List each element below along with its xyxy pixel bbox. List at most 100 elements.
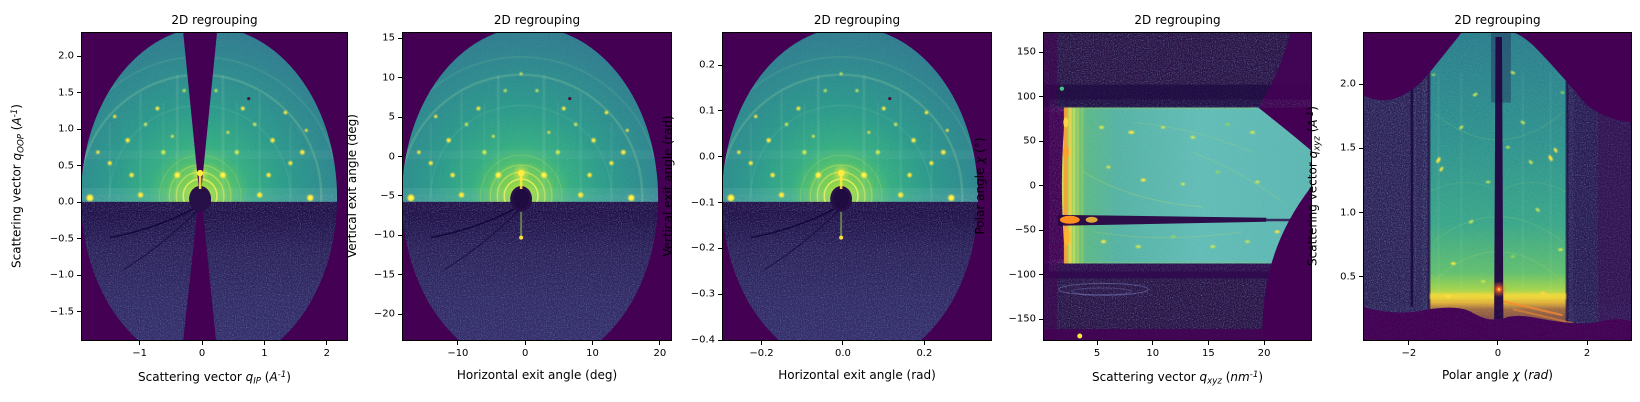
y-tick-label: 1.0	[1340, 207, 1356, 219]
subplot-qip-qoop: 2D regrouping Scattering vector qIP (A-1…	[10, 0, 348, 402]
y-tick-mark	[398, 195, 402, 197]
x-tick-label: 0	[1494, 348, 1502, 359]
y-tick-mark	[77, 274, 81, 276]
y-tick-label: −1.0	[49, 269, 74, 281]
x-tick-label: 15	[1202, 348, 1215, 359]
y-tick-mark	[1039, 51, 1043, 53]
y-tick-label: 2.0	[1340, 78, 1356, 90]
y-tick-label: 50	[1023, 135, 1036, 147]
x-axis-label: Horizontal exit angle (rad)	[778, 368, 936, 382]
y-tick-mark	[398, 77, 402, 79]
y-tick-mark	[398, 234, 402, 236]
plot-area	[1363, 32, 1632, 341]
heatmap-image-exit-deg	[403, 33, 671, 340]
y-tick-label: −15	[373, 269, 395, 281]
plot-area	[81, 32, 348, 341]
y-tick-label: 100	[1016, 91, 1036, 103]
plot-title: 2D regrouping	[493, 13, 581, 27]
x-tick-label: 10	[1146, 348, 1160, 359]
y-tick-mark	[398, 37, 402, 39]
y-tick-mark	[1359, 276, 1363, 278]
x-tick-label: 1	[261, 348, 268, 359]
y-axis-label: Vertical exit angle (deg)	[345, 114, 359, 258]
y-tick-label: −0.2	[690, 242, 715, 254]
x-tick-mark	[457, 341, 459, 345]
y-axis-label: Scattering vector qOOP (A-1)	[9, 104, 27, 268]
y-tick-label: −5	[380, 190, 395, 202]
chi-zero-slit	[1493, 36, 1505, 340]
y-tick-label: −20	[373, 308, 395, 320]
y-tick-mark	[1359, 147, 1363, 149]
y-axis-label: Scattering vector qxyz (A-1)	[1305, 106, 1323, 266]
plot-title: 2D regrouping	[1134, 13, 1221, 27]
x-tick-label: −0.2	[749, 348, 774, 359]
y-tick-label: 0.1	[699, 105, 715, 117]
y-tick-mark	[398, 156, 402, 158]
y-tick-mark	[718, 339, 722, 341]
y-tick-mark	[1039, 96, 1043, 98]
y-tick-label: 1.5	[58, 87, 74, 99]
detector-limit-top-right	[1514, 33, 1631, 123]
x-tick-mark	[524, 341, 526, 345]
y-tick-mark	[718, 156, 722, 158]
y-tick-mark	[718, 202, 722, 204]
y-tick-label: −0.4	[690, 334, 715, 346]
y-tick-label: −50	[1014, 224, 1036, 236]
y-tick-mark	[77, 311, 81, 313]
x-axis-label: Polar angle χ (rad)	[1442, 368, 1553, 382]
cake-bright-band	[1061, 107, 1311, 264]
x-tick-label: 0.0	[834, 348, 851, 359]
y-tick-mark	[718, 247, 722, 249]
y-tick-mark	[77, 55, 81, 57]
y-tick-label: 0.0	[699, 151, 715, 163]
plot-title: 2D regrouping	[171, 13, 258, 27]
y-tick-mark	[77, 201, 81, 203]
y-tick-label: 150	[1016, 46, 1036, 58]
x-tick-label: 0.2	[916, 348, 933, 359]
y-tick-label: −100	[1008, 269, 1036, 281]
x-tick-mark	[263, 341, 265, 345]
missing-wedge	[183, 33, 217, 340]
x-tick-label: 20	[653, 348, 667, 359]
x-tick-mark	[1096, 341, 1098, 345]
low-q-intensity-stripes	[1062, 107, 1084, 264]
x-tick-mark	[1152, 341, 1154, 345]
y-tick-label: −10	[373, 229, 395, 241]
plot-title: 2D regrouping	[813, 13, 901, 27]
x-tick-mark	[923, 341, 925, 345]
x-tick-mark	[1207, 341, 1209, 345]
y-tick-label: 2.0	[58, 50, 74, 62]
chi-zero-gap	[1057, 214, 1311, 226]
x-tick-mark	[1586, 341, 1588, 345]
x-tick-label: 20	[1257, 348, 1271, 359]
subplot-qxyz-chi: 2D regrouping	[973, 0, 1312, 402]
y-tick-label: 1.0	[58, 123, 74, 135]
x-tick-mark	[139, 341, 141, 345]
y-tick-mark	[398, 313, 402, 315]
y-tick-label: −0.3	[690, 288, 715, 300]
y-tick-mark	[77, 238, 81, 240]
x-tick-label: 0	[198, 348, 206, 359]
y-tick-mark	[1039, 185, 1043, 187]
y-tick-mark	[1039, 318, 1043, 320]
y-tick-mark	[77, 92, 81, 94]
plot-area	[1043, 32, 1312, 341]
y-tick-mark	[1039, 274, 1043, 276]
y-tick-mark	[718, 110, 722, 112]
y-tick-mark	[1039, 140, 1043, 142]
x-tick-label: 2	[1583, 348, 1591, 359]
heatmap-image-qspace	[82, 33, 347, 340]
x-tick-mark	[842, 341, 844, 345]
y-tick-label: 15	[382, 32, 395, 44]
y-axis-label: Vertical exit angle (rad)	[661, 115, 675, 257]
x-tick-label: −2	[1401, 348, 1417, 359]
x-tick-label: 10	[586, 348, 599, 359]
y-tick-mark	[398, 116, 402, 118]
x-tick-mark	[659, 341, 661, 345]
x-tick-label: −1	[132, 348, 147, 359]
y-axis-label: Polar angle χ (°)	[973, 137, 987, 235]
y-tick-label: −1.5	[49, 306, 74, 318]
x-tick-mark	[592, 341, 594, 345]
x-axis-label: Scattering vector qIP (A-1)	[138, 369, 291, 387]
